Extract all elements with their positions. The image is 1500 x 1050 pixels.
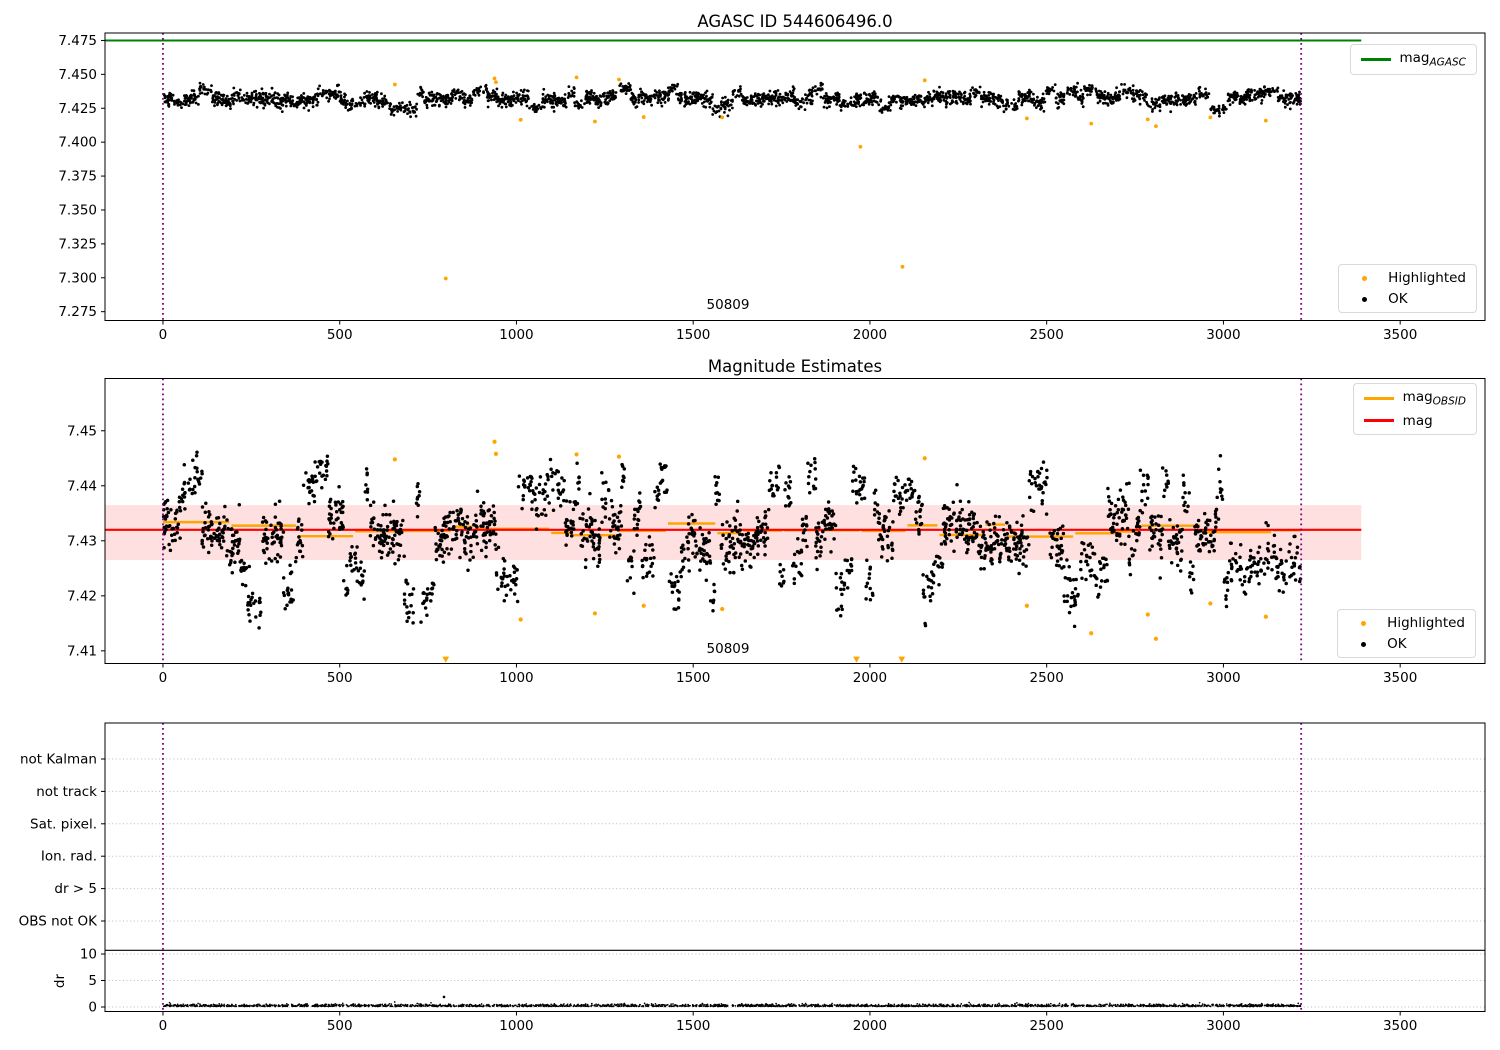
svg-text:1000: 1000 bbox=[499, 327, 533, 343]
svg-text:2500: 2500 bbox=[1030, 327, 1064, 343]
svg-text:7.425: 7.425 bbox=[58, 101, 97, 117]
middle-upper-legend: magOBSID mag bbox=[1352, 383, 1477, 435]
clipped-low-marker bbox=[898, 656, 906, 663]
legend-item-mag: mag bbox=[1363, 412, 1466, 429]
obsid-line-sample bbox=[1363, 396, 1394, 401]
svg-text:3000: 3000 bbox=[1206, 327, 1240, 343]
magest-ok-points bbox=[161, 450, 1303, 630]
legend-item-ok-2: OK bbox=[1348, 636, 1465, 652]
legend-label-ok: OK bbox=[1388, 291, 1408, 307]
top-plot-title: AGASC ID 544606496.0 bbox=[697, 12, 893, 31]
middle-plot-title: Magnitude Estimates bbox=[707, 357, 883, 376]
dr-points bbox=[162, 995, 1302, 1008]
legend-label-mag-agasc: magAGASC bbox=[1399, 50, 1467, 69]
agasc-highlighted-points bbox=[392, 75, 1268, 281]
clipped-low-marker bbox=[442, 656, 450, 663]
mag-line-sample bbox=[1363, 419, 1394, 422]
legend-label-highlighted: Highlighted bbox=[1388, 270, 1466, 286]
svg-text:7.350: 7.350 bbox=[58, 202, 97, 218]
flags-gridlines bbox=[105, 758, 1485, 1008]
svg-text:7.375: 7.375 bbox=[58, 169, 97, 185]
ok-dot-sample-2 bbox=[1348, 641, 1378, 647]
ok-dot-sample bbox=[1349, 296, 1379, 302]
dr-axis-label: dr bbox=[52, 973, 68, 989]
svg-text:0: 0 bbox=[159, 327, 168, 343]
svg-text:7.450: 7.450 bbox=[58, 67, 97, 83]
top-lower-legend: Highlighted OK bbox=[1338, 264, 1477, 313]
middle-obsid-annotation: 50809 bbox=[706, 641, 750, 657]
magest-plot: 0 500 1000 1500 2000 2500 3000 35007.417.427.43… bbox=[67, 378, 1486, 686]
top-obsid-annotation: 50809 bbox=[706, 297, 750, 313]
legend-label-mag: mag bbox=[1402, 412, 1433, 429]
top-upper-legend: magAGASC bbox=[1349, 44, 1477, 75]
legend-label-highlighted-2: Highlighted bbox=[1387, 615, 1465, 631]
svg-text:7.275: 7.275 bbox=[58, 304, 97, 320]
svg-text:7.400: 7.400 bbox=[58, 135, 97, 151]
agasc-line-sample bbox=[1360, 58, 1391, 61]
magest-highlighted-points bbox=[392, 439, 1268, 663]
svg-text:2000: 2000 bbox=[853, 327, 887, 343]
svg-text:500: 500 bbox=[327, 327, 353, 343]
legend-label-mag-obsid: magOBSID bbox=[1402, 389, 1466, 408]
highlighted-dot-sample-2 bbox=[1348, 620, 1378, 626]
legend-item-highlighted-2: Highlighted bbox=[1348, 615, 1465, 631]
legend-item-mag-agasc: magAGASC bbox=[1360, 50, 1467, 69]
legend-label-ok-2: OK bbox=[1387, 636, 1407, 652]
legend-item-highlighted: Highlighted bbox=[1349, 270, 1466, 286]
svg-text:7.300: 7.300 bbox=[58, 270, 97, 286]
agasc-plot: 0 500 1000 1500 2000 2500 3000 3500 7.275 7.300 7.… bbox=[58, 32, 1486, 343]
agasc-ok-points bbox=[162, 81, 1302, 119]
clipped-low-marker bbox=[853, 656, 860, 663]
legend-item-ok: OK bbox=[1349, 291, 1466, 307]
svg-text:3500: 3500 bbox=[1383, 327, 1417, 343]
highlighted-dot-sample bbox=[1349, 275, 1379, 281]
svg-text:7.325: 7.325 bbox=[58, 236, 97, 252]
svg-text:1500: 1500 bbox=[676, 327, 710, 343]
legend-item-mag-obsid: magOBSID bbox=[1363, 389, 1466, 408]
middle-lower-legend: Highlighted OK bbox=[1337, 609, 1476, 658]
svg-text:7.475: 7.475 bbox=[58, 33, 97, 49]
